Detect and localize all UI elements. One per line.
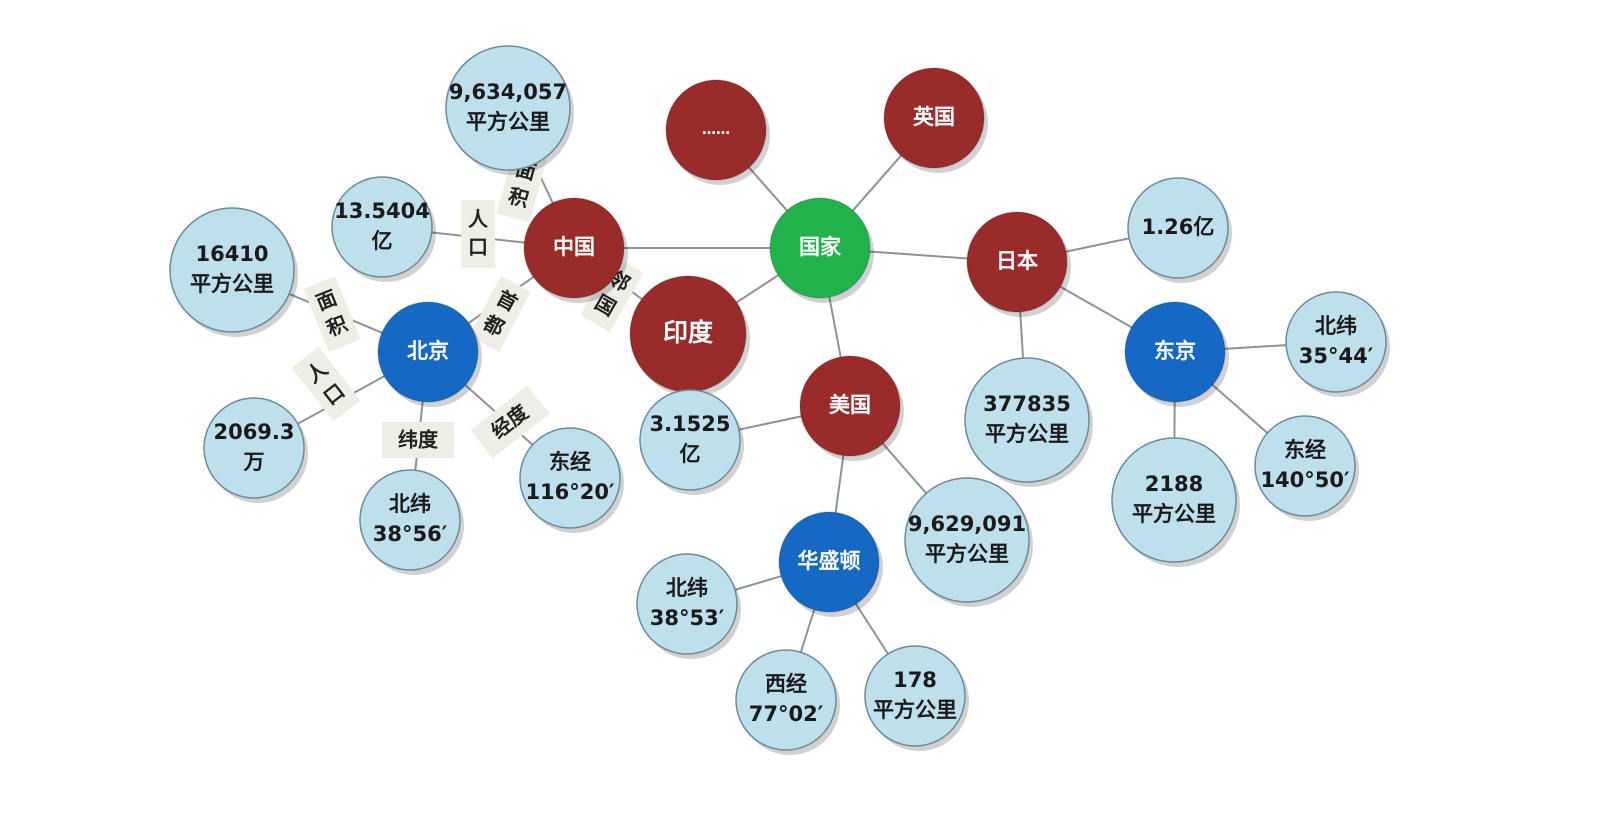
node-circle	[904, 477, 1030, 603]
node-label: 北纬 38°53′	[650, 576, 725, 630]
edge-label-beijing-bj-lat: 纬度	[382, 422, 454, 458]
node-circle	[377, 301, 479, 403]
edge-label-zhongguo-yindu: 邻国	[580, 256, 644, 332]
node-label: 东经 116°20′	[525, 450, 615, 504]
edge-label-beijing-bj-pop: 人口	[291, 346, 361, 422]
node-label: 16410 平方公里	[190, 242, 274, 296]
node-bj-lon: 东经 116°20′	[519, 427, 624, 533]
node-circle	[1285, 291, 1387, 393]
node-circle	[636, 553, 738, 655]
node-label: 9,634,057 平方公里	[449, 80, 567, 134]
node-circle	[769, 197, 871, 299]
node-circle	[799, 355, 901, 457]
node-label: 印度	[663, 318, 713, 347]
edge-label-background	[382, 422, 454, 458]
edge-label-text: 人口	[468, 207, 489, 259]
node-circle	[519, 427, 621, 529]
node-label: 377835 平方公里	[983, 392, 1071, 446]
node-label: 北纬 38°56′	[373, 492, 448, 546]
node-circle	[1127, 177, 1229, 279]
node-jp-area: 377835 平方公里	[964, 357, 1093, 487]
node-bj-area: 16410 平方公里	[169, 207, 298, 337]
node-bj-lat: 北纬 38°56′	[359, 469, 464, 575]
node-label: 美国	[829, 393, 871, 417]
node-circle	[359, 469, 461, 571]
node-label: 3.1525 亿	[649, 412, 730, 466]
node-label: 13.5404 亿	[334, 199, 430, 253]
node-cn-area: 9,634,057 平方公里	[445, 45, 574, 175]
node-circle	[964, 357, 1090, 483]
edge-label-zhongguo-cn-pop: 人口	[461, 200, 495, 268]
node-circle	[665, 79, 767, 181]
node-circle	[523, 197, 625, 299]
node-yingguo: 英国	[883, 67, 988, 173]
node-huashengdun: 华盛顿	[778, 511, 883, 617]
node-circle	[1111, 437, 1237, 563]
edge-label-background	[470, 385, 550, 459]
node-jp-pop: 1.26亿	[1127, 177, 1232, 283]
node-tk-area: 2188 平方公里	[1111, 437, 1240, 567]
node-label: 178 平方公里	[873, 668, 957, 722]
edge-label-background	[580, 256, 644, 332]
node-circle	[1124, 301, 1226, 403]
node-dongjing: 东京	[1124, 301, 1229, 407]
node-label: 北纬 35°44′	[1299, 314, 1374, 368]
node-circle	[966, 211, 1068, 313]
node-dc-area: 178 平方公里	[864, 645, 969, 751]
node-meiguo: 美国	[799, 355, 904, 461]
node-label: ……	[702, 122, 730, 138]
node-circle	[883, 67, 985, 169]
node-zhongguo: 中国	[523, 197, 628, 303]
node-more: ……	[665, 79, 770, 185]
node-label: 1.26亿	[1142, 215, 1215, 239]
node-label: 日本	[996, 249, 1038, 273]
node-label: 中国	[553, 235, 595, 259]
node-label: 东经 140°50′	[1260, 438, 1350, 492]
node-guojia: 国家	[769, 197, 874, 303]
node-circle	[864, 645, 966, 747]
edge-label-background	[291, 346, 361, 422]
node-yindu: 印度	[629, 275, 750, 397]
edge-label-zhongguo-beijing: 首都	[469, 275, 531, 353]
node-label: 北京	[407, 339, 449, 363]
node-label: 国家	[799, 235, 842, 259]
edge-label-background	[303, 276, 361, 352]
node-circle	[445, 45, 571, 171]
node-label: 英国	[913, 105, 955, 129]
node-label: 西经 77°02′	[749, 672, 824, 726]
node-tk-lon: 东经 140°50′	[1254, 415, 1359, 521]
edge-label-background	[469, 275, 531, 353]
node-label: 9,629,091 平方公里	[908, 512, 1026, 566]
node-riben: 日本	[966, 211, 1071, 317]
node-beijing: 北京	[377, 301, 482, 407]
node-circle	[169, 207, 295, 333]
node-label: 2188 平方公里	[1132, 472, 1216, 526]
node-bj-pop: 2069.3 万	[203, 397, 308, 503]
node-label: 2069.3 万	[213, 420, 294, 474]
edge-label-text: 纬度	[398, 428, 439, 452]
node-cn-pop: 13.5404 亿	[331, 176, 436, 282]
node-circle	[735, 649, 837, 751]
node-dc-lon: 西经 77°02′	[735, 649, 840, 755]
edge-label-beijing-bj-area: 面积	[303, 276, 361, 352]
node-circle	[778, 511, 880, 613]
node-tk-lat: 北纬 35°44′	[1285, 291, 1390, 397]
node-circle	[331, 176, 433, 278]
node-label: 华盛顿	[798, 549, 861, 573]
node-us-pop: 3.1525 亿	[639, 389, 744, 495]
node-us-area: 9,629,091 平方公里	[904, 477, 1033, 607]
node-dc-lat: 北纬 38°53′	[636, 553, 741, 659]
node-circle	[203, 397, 305, 499]
node-circle	[1254, 415, 1356, 517]
edge-label-background	[461, 200, 495, 268]
node-label: 东京	[1154, 339, 1196, 363]
node-circle	[639, 389, 741, 491]
